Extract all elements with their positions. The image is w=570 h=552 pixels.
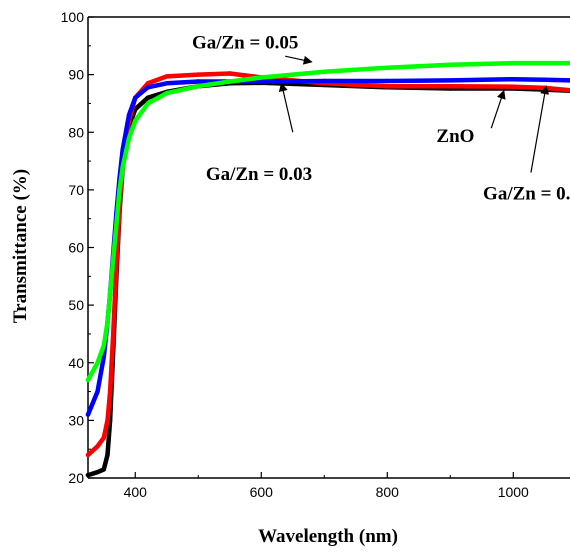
data-point-ga-zn-0-05 <box>85 377 91 383</box>
data-point-ga-zn-0-03 <box>133 95 138 100</box>
data-point-ga-zn-0-05 <box>164 90 169 96</box>
annotation-arrow-ga-zn-0-05 <box>285 55 313 65</box>
annotation-label-ga-zn-0-01: Ga/Zn = 0.01 <box>483 184 570 205</box>
y-tick-label: 100 <box>61 9 85 25</box>
data-point-ga-zn-0-01 <box>101 435 107 440</box>
data-point-zno <box>85 472 91 478</box>
data-point-ga-zn-0-05 <box>448 62 453 67</box>
y-tick-label: 50 <box>68 297 84 313</box>
data-point-ga-zn-0-01 <box>567 88 570 93</box>
data-point-ga-zn-0-03 <box>322 78 327 84</box>
data-point-zno <box>105 452 110 458</box>
data-point-ga-zn-0-05 <box>105 320 110 325</box>
y-tick-label: 60 <box>68 240 84 256</box>
data-point-ga-zn-0-03 <box>145 85 151 90</box>
data-point-ga-zn-0-03 <box>385 78 390 84</box>
y-tick-label: 30 <box>68 412 84 428</box>
annotation-label-ga-zn-0-03: Ga/Zn = 0.03 <box>206 164 312 185</box>
data-point-ga-zn-0-05 <box>126 135 132 141</box>
y-tick-label: 70 <box>68 182 84 198</box>
data-point-ga-zn-0-03 <box>85 412 91 417</box>
x-tick-label: 400 <box>124 484 148 500</box>
data-point-ga-zn-0-01 <box>105 418 110 423</box>
data-point-ga-zn-0-01 <box>114 262 119 267</box>
y-tick-label: 90 <box>68 67 84 83</box>
data-point-ga-zn-0-05 <box>196 84 201 89</box>
data-point-ga-zn-0-05 <box>385 65 390 70</box>
data-point-ga-zn-0-05 <box>567 60 570 66</box>
y-axis-title: Transmittance (%) <box>10 169 31 323</box>
data-point-ga-zn-0-05 <box>95 360 100 365</box>
annotation-arrow-ga-zn-0-03 <box>278 82 294 133</box>
data-point-ga-zn-0-03 <box>95 389 100 394</box>
data-point-ga-zn-0-01 <box>448 84 453 89</box>
data-point-ga-zn-0-05 <box>259 75 264 80</box>
y-tick-label: 20 <box>68 470 84 486</box>
data-point-ga-zn-0-05 <box>101 343 107 348</box>
annotation-label-zno: ZnO <box>436 126 474 147</box>
data-point-ga-zn-0-01 <box>196 72 201 77</box>
data-point-ga-zn-0-01 <box>227 71 232 76</box>
data-point-ga-zn-0-05 <box>322 69 327 74</box>
x-axis-title: Wavelength (nm) <box>258 526 398 547</box>
data-point-ga-zn-0-01 <box>107 389 113 394</box>
series-line-ga-zn-0-05 <box>85 60 570 383</box>
data-point-ga-zn-0-01 <box>85 452 91 458</box>
data-point-ga-zn-0-05 <box>145 101 151 106</box>
data-point-ga-zn-0-03 <box>164 81 169 86</box>
data-point-ga-zn-0-03 <box>101 354 107 360</box>
data-point-ga-zn-0-03 <box>567 78 570 83</box>
data-point-ga-zn-0-05 <box>120 164 125 169</box>
data-point-ga-zn-0-05 <box>107 291 113 296</box>
data-point-ga-zn-0-01 <box>145 81 151 86</box>
data-point-ga-zn-0-03 <box>120 147 125 152</box>
data-point-ga-zn-0-03 <box>511 77 516 82</box>
data-point-ga-zn-0-05 <box>133 118 138 123</box>
series-layer <box>85 60 570 478</box>
series-line-ga-zn-0-01 <box>85 71 570 458</box>
annotation-label-ga-zn-0-05: Ga/Zn = 0.05 <box>192 33 298 54</box>
x-tick-label: 800 <box>376 484 400 500</box>
data-point-ga-zn-0-03 <box>542 77 547 83</box>
series-line-zno <box>85 80 570 478</box>
data-point-ga-zn-0-03 <box>259 79 264 84</box>
data-point-ga-zn-0-01 <box>511 84 516 89</box>
annotation-layer: Ga/Zn = 0.05 Ga/Zn = 0.03 ZnO Ga/Zn = 0.01 <box>192 33 570 205</box>
annotation-arrow-zno <box>490 89 506 129</box>
data-point-zno <box>101 467 107 472</box>
data-point-ga-zn-0-01 <box>111 331 116 337</box>
data-point-ga-zn-0-05 <box>117 187 122 193</box>
data-point-ga-zn-0-05 <box>114 222 119 227</box>
series-line-ga-zn-0-03 <box>85 76 570 417</box>
data-point-ga-zn-0-05 <box>542 60 547 66</box>
data-point-ga-zn-0-03 <box>196 79 201 84</box>
x-tick-label: 600 <box>250 484 274 500</box>
data-point-ga-zn-0-05 <box>111 256 116 262</box>
data-point-ga-zn-0-01 <box>164 74 169 79</box>
y-tick-label: 40 <box>68 355 84 371</box>
y-tick-label: 80 <box>68 124 84 140</box>
data-point-ga-zn-0-03 <box>448 78 453 83</box>
annotation-arrow-ga-zn-0-01 <box>530 85 550 173</box>
data-point-ga-zn-0-03 <box>126 112 132 118</box>
data-point-zno <box>145 95 151 100</box>
data-point-ga-zn-0-01 <box>95 444 100 449</box>
y-axis: 20 30 40 50 60 70 80 90 100 <box>61 9 94 486</box>
data-point-ga-zn-0-05 <box>511 60 516 66</box>
data-point-ga-zn-0-05 <box>227 79 232 84</box>
data-point-ga-zn-0-01 <box>385 84 390 89</box>
x-tick-label: 1000 <box>498 484 529 500</box>
x-axis: 400 600 800 1000 <box>124 472 529 500</box>
data-point-zno <box>95 470 100 475</box>
